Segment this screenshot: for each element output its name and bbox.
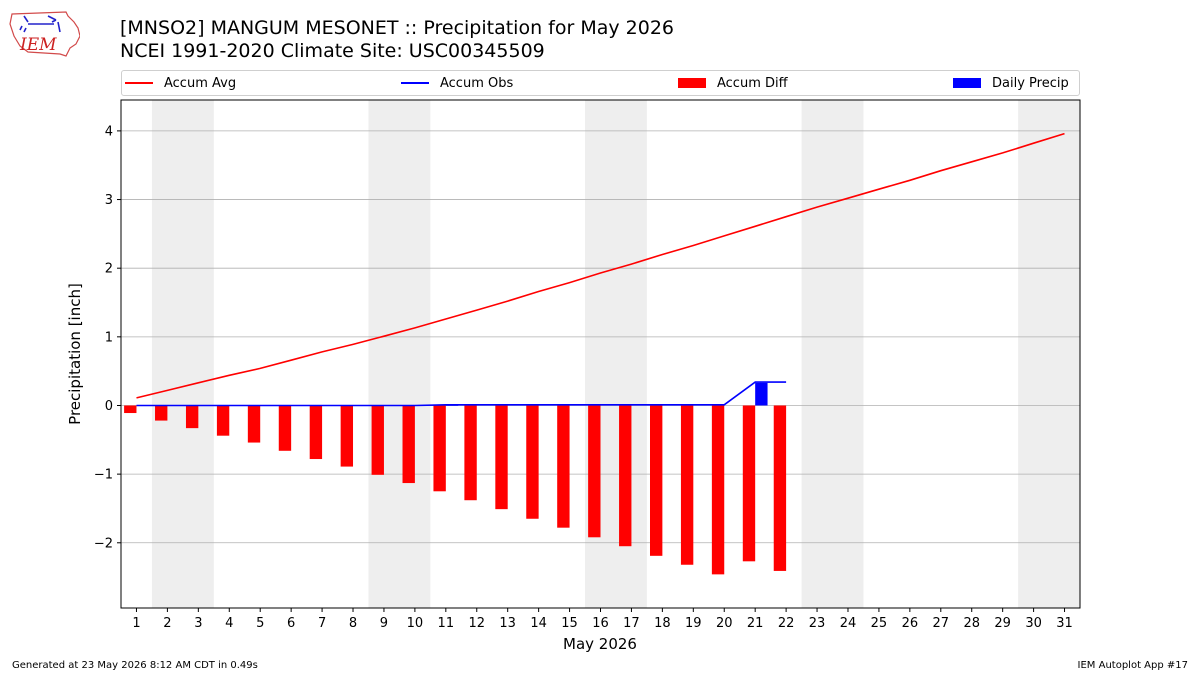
accum-diff-bar <box>247 405 261 443</box>
chart-subtitle: NCEI 1991-2020 Climate Site: USC00345509 <box>120 40 545 62</box>
weekend-shade <box>151 100 214 608</box>
accum-avg-line <box>136 132 1065 399</box>
x-tick-label: 8 <box>349 616 357 631</box>
x-tick-label: 31 <box>1056 616 1073 631</box>
legend-label-daily-precip: Daily Precip <box>992 75 1069 91</box>
plot-frame <box>120 99 1081 609</box>
legend-item-accum-avg: Accum Avg <box>125 74 236 92</box>
legend-item-accum-diff: Accum Diff <box>678 74 788 92</box>
x-tick-label: 24 <box>840 616 857 631</box>
x-tick-label: 6 <box>287 616 295 631</box>
accum-diff-bar <box>216 405 230 436</box>
x-tick-label: 22 <box>778 616 795 631</box>
y-tick-label: 3 <box>105 193 113 208</box>
legend: Accum Avg Accum Obs Accum Diff Daily Pre… <box>121 70 1080 96</box>
legend-swatch-accum-obs <box>401 82 429 84</box>
legend-item-daily-precip: Daily Precip <box>953 74 1069 92</box>
weekend-shade <box>801 100 864 608</box>
x-tick-label: 4 <box>225 616 233 631</box>
x-tick-label: 5 <box>256 616 264 631</box>
accum-diff-bar <box>278 405 292 451</box>
y-tick-label: −2 <box>94 536 113 551</box>
x-tick-label: 17 <box>623 616 640 631</box>
accum-diff-bar <box>185 405 199 429</box>
y-tick-label: 1 <box>105 330 113 345</box>
x-tick-label: 13 <box>499 616 516 631</box>
accum-diff-bar <box>649 405 663 556</box>
legend-swatch-daily-precip <box>953 78 981 88</box>
accum-diff-bar <box>588 405 601 538</box>
x-tick-label: 23 <box>809 616 826 631</box>
x-tick-label: 27 <box>933 616 950 631</box>
x-tick-label: 12 <box>468 616 485 631</box>
x-tick-label: 29 <box>994 616 1011 631</box>
y-axis-label: Precipitation [inch] <box>66 283 84 425</box>
y-tick-label: 2 <box>105 262 113 277</box>
iem-logo: IEM <box>9 11 80 57</box>
legend-label-accum-obs: Accum Obs <box>440 75 514 91</box>
accum-diff-bar <box>433 405 446 492</box>
weekend-shade <box>585 100 647 608</box>
x-tick-label: 1 <box>132 616 140 631</box>
x-tick-label: 7 <box>318 616 326 631</box>
accum-diff-bar <box>340 405 354 467</box>
x-tick-label: 28 <box>963 616 980 631</box>
x-tick-label: 14 <box>530 616 547 631</box>
x-tick-label: 3 <box>194 616 202 631</box>
x-tick-label: 21 <box>747 616 764 631</box>
x-tick-label: 18 <box>654 616 671 631</box>
accum-diff-bar <box>742 405 756 562</box>
y-tick-label: 4 <box>105 124 113 139</box>
iowa-outline-shape <box>9 11 80 57</box>
generated-timestamp: Generated at 23 May 2026 8:12 AM CDT in … <box>12 660 258 671</box>
legend-swatch-accum-diff <box>678 78 706 88</box>
logo-text: IEM <box>19 35 57 55</box>
accum-diff-bar <box>402 405 415 484</box>
accum-diff-bar <box>371 405 384 475</box>
accum-obs-line <box>136 381 787 407</box>
accum-diff-bar <box>495 405 508 510</box>
accum-diff-bar <box>680 405 694 565</box>
weather-symbol-icon <box>19 15 61 33</box>
legend-label-accum-avg: Accum Avg <box>164 75 237 91</box>
x-tick-label: 2 <box>163 616 171 631</box>
x-tick-label: 10 <box>407 616 424 631</box>
x-tick-label: 15 <box>561 616 578 631</box>
x-tick-label: 26 <box>902 616 919 631</box>
weekend-shade <box>1018 100 1080 608</box>
accum-diff-bar <box>557 405 570 528</box>
accum-diff-bar <box>309 405 323 460</box>
x-tick-label: 16 <box>592 616 609 631</box>
x-tick-label: 20 <box>716 616 733 631</box>
legend-label-accum-diff: Accum Diff <box>717 75 788 91</box>
x-tick-label: 19 <box>685 616 702 631</box>
plot-area <box>121 100 1080 608</box>
accum-diff-bar <box>711 405 725 575</box>
legend-swatch-accum-avg <box>125 82 153 84</box>
x-tick-label: 25 <box>871 616 888 631</box>
app-label: IEM Autoplot App #17 <box>1077 660 1188 671</box>
y-tick-label: −1 <box>94 468 113 483</box>
y-tick-label: 0 <box>105 399 113 414</box>
accum-diff-bar <box>124 405 137 414</box>
x-tick-label: 11 <box>438 616 455 631</box>
daily-precip-bar <box>755 382 768 406</box>
x-axis-label: May 2026 <box>563 635 637 653</box>
accum-diff-bar <box>464 405 477 501</box>
accum-diff-bar <box>526 405 539 519</box>
x-tick-label: 9 <box>380 616 388 631</box>
accum-diff-bar <box>619 405 632 547</box>
daily-precip-bar <box>445 404 459 406</box>
accum-diff-bar <box>773 405 787 571</box>
accum-diff-bar <box>155 405 168 421</box>
chart-title: [MNSO2] MANGUM MESONET :: Precipitation … <box>120 17 674 39</box>
legend-item-accum-obs: Accum Obs <box>401 74 513 92</box>
weekend-shade <box>368 100 431 608</box>
x-tick-label: 30 <box>1025 616 1042 631</box>
